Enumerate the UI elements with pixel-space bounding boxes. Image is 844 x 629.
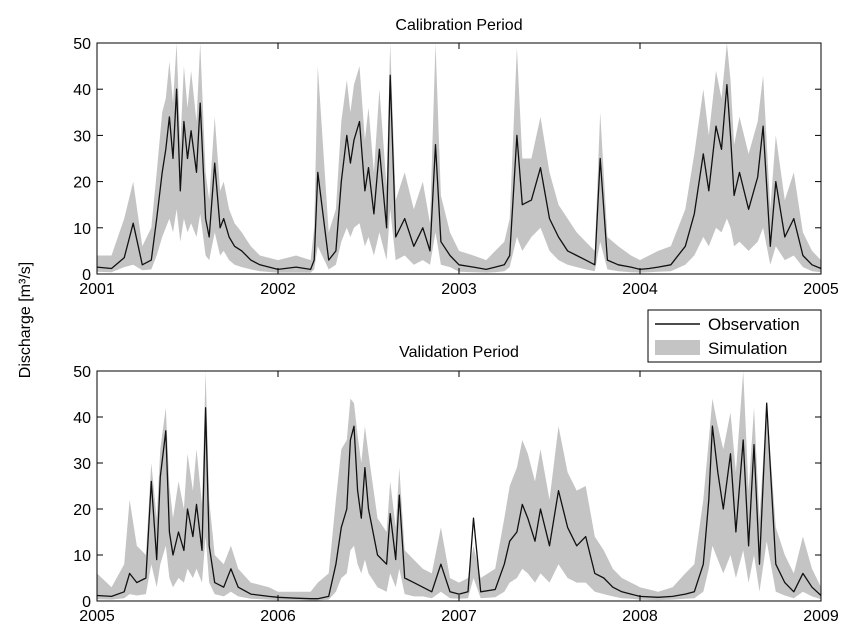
legend-observation-label: Observation [708, 315, 800, 334]
legend-simulation-swatch [655, 340, 700, 355]
chart-title: Calibration Period [395, 17, 522, 34]
x-tick-label: 2008 [622, 608, 658, 625]
x-tick-label: 2004 [622, 281, 658, 298]
x-tick-label: 2006 [260, 608, 296, 625]
plot-frame [96, 42, 822, 275]
x-tick-label: 2007 [441, 608, 477, 625]
y-tick-label: 50 [73, 36, 91, 53]
y-tick-label: 20 [73, 175, 91, 192]
y-tick-label: 50 [73, 364, 91, 381]
x-tick-label: 2002 [260, 281, 296, 298]
plot-frame [96, 370, 822, 602]
simulation-band [97, 371, 821, 601]
simulation-band [97, 43, 821, 273]
calibration-chart: Calibration Period 0 10 20 30 40 50 2001 2002 20… [73, 17, 839, 298]
calibration-plot-area: 0 10 20 30 40 50 2001 2002 2003 2004 2005 [73, 36, 839, 298]
y-tick-label: 0 [82, 594, 91, 611]
x-tick-label: 2009 [803, 608, 839, 625]
y-tick-label: 30 [73, 456, 91, 473]
x-tick-label: 2005 [79, 608, 115, 625]
y-tick-label: 30 [73, 128, 91, 145]
x-tick-label: 2003 [441, 281, 477, 298]
legend: Observation Simulation [647, 309, 822, 363]
y-axis-label: Discharge [m³/s] [17, 262, 34, 378]
y-tick-label: 10 [73, 221, 91, 238]
x-tick-label: 2001 [79, 281, 115, 298]
observation-line [96, 74, 822, 271]
y-tick-label: 40 [73, 82, 91, 99]
y-tick-label: 20 [73, 502, 91, 519]
chart-title: Validation Period [399, 344, 519, 361]
y-tick-label: 10 [73, 548, 91, 565]
y-tick-label: 0 [82, 267, 91, 284]
validation-chart: Validation Period 0 10 20 30 40 50 2005 2006 200… [73, 344, 839, 625]
y-tick-label: 40 [73, 410, 91, 427]
validation-plot-area: 0 10 20 30 40 50 2005 2006 2007 2008 2009 [73, 364, 839, 625]
observation-line [96, 402, 822, 600]
x-tick-label: 2005 [803, 281, 839, 298]
legend-simulation-label: Simulation [708, 339, 787, 358]
